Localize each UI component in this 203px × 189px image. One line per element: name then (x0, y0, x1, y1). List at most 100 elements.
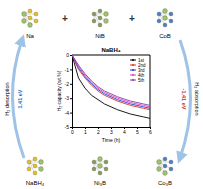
legend-swatch (130, 70, 136, 71)
atom (163, 9, 168, 14)
series-line (72, 55, 150, 108)
tick-label: -4 (65, 110, 70, 116)
crystal-icon (92, 157, 108, 175)
cycle-arrows: H₂ desorption1.41 eVH₂ absorption-1.41 e… (4, 40, 200, 158)
reactant-label: Na (26, 33, 34, 39)
plus-sign: + (62, 13, 68, 24)
chart: 01234560-1-2-3-4-5NaBH₄Time (h)H₂ capaci… (56, 47, 152, 143)
series-line (72, 55, 150, 107)
product-label: Ni₃B (94, 180, 106, 186)
tick-mark (70, 84, 72, 85)
tick: -4 (65, 110, 72, 116)
atom (98, 157, 103, 162)
legend-swatch (130, 75, 136, 76)
tick: 3 (110, 127, 113, 135)
series-line (72, 55, 150, 110)
series-line (72, 55, 150, 118)
legend-swatch (130, 80, 136, 81)
tick-mark (70, 98, 72, 99)
chart-background (72, 55, 150, 127)
tick: 6 (149, 127, 152, 135)
reactants: Na NiB CoB + + (22, 9, 173, 39)
atom (92, 19, 96, 23)
tick-label: 6 (149, 129, 152, 135)
tick-mark (70, 55, 72, 56)
tick: 4 (123, 127, 126, 135)
atom (33, 157, 37, 161)
atom (98, 171, 102, 175)
legend-marker (132, 64, 134, 66)
crystal-icon (22, 9, 38, 27)
atom (33, 171, 37, 175)
atom (163, 171, 168, 176)
axis-line (70, 56, 73, 128)
legend-marker (132, 59, 134, 61)
reactant-label: CoB (159, 33, 171, 39)
atom (157, 167, 162, 172)
arrow-label: H₂ absorption (194, 82, 200, 115)
tick-label: 3 (110, 129, 113, 135)
atom (27, 160, 31, 164)
tick: -2 (65, 81, 72, 87)
atom (104, 160, 108, 164)
atom (92, 167, 96, 171)
x-axis: 0 1 2 3 4 5 6 (71, 127, 152, 135)
product-label: Co₃B (158, 180, 172, 186)
tick: 5 (136, 127, 139, 135)
atom (169, 19, 173, 23)
atom (157, 12, 161, 16)
atom (33, 164, 37, 168)
tick: 0 (71, 127, 74, 135)
atom (163, 16, 168, 21)
plus-sign: + (129, 13, 135, 24)
atom (163, 157, 167, 161)
legend-marker (132, 74, 134, 76)
series-line (72, 55, 150, 105)
legend-swatch (130, 65, 136, 66)
tick: 2 (97, 127, 100, 135)
legend: 1st2nd3rd4th5th (130, 58, 146, 83)
crystal-icon (157, 157, 173, 175)
atom (169, 167, 173, 171)
legend-swatch (130, 60, 136, 61)
atom (169, 160, 173, 164)
legend-entry: 5th (130, 78, 145, 83)
products: NaBH₄Ni₃BCo₃B (26, 157, 173, 186)
tick-label: -1 (65, 67, 70, 73)
atom (98, 16, 102, 20)
reactant-label: NiB (95, 33, 105, 39)
atom (39, 160, 44, 165)
y-axis: 0-1-2-3-4-5 (65, 52, 73, 130)
legend-marker (132, 79, 134, 81)
chart-title: NaBH₄ (101, 47, 120, 53)
atom (39, 167, 44, 172)
tick: -1 (65, 67, 72, 73)
y-axis-title: H₂ capacity (wt.%) (56, 70, 62, 111)
tick-label: -2 (65, 81, 70, 87)
crystal-icon (27, 157, 43, 175)
atom (157, 160, 162, 165)
tick-mark (70, 113, 72, 114)
arrow-label: H₂ desorption (4, 82, 10, 115)
legend-marker (132, 69, 134, 71)
tick-label: 2 (97, 129, 100, 135)
atom (98, 9, 102, 13)
atom (28, 9, 32, 13)
atom (22, 12, 27, 17)
tick: 1 (84, 127, 87, 135)
atom (34, 12, 38, 16)
graphic: NaNiBCoB++NaBH₄Ni₃BCo₃BH₂ desorption1.41… (0, 0, 203, 189)
atom (169, 12, 173, 16)
arrow-energy: -1.41 eV (181, 89, 187, 110)
atom (98, 23, 102, 27)
atom (98, 164, 103, 169)
atom (34, 19, 38, 23)
absorption-arrow (180, 40, 191, 158)
atom (28, 16, 32, 20)
tick: -5 (65, 124, 72, 130)
atom (27, 167, 31, 171)
tick-label: 0 (66, 52, 69, 58)
desorption-arrow (12, 40, 24, 158)
x-axis-title: Time (h) (102, 137, 121, 143)
atom (104, 12, 109, 17)
